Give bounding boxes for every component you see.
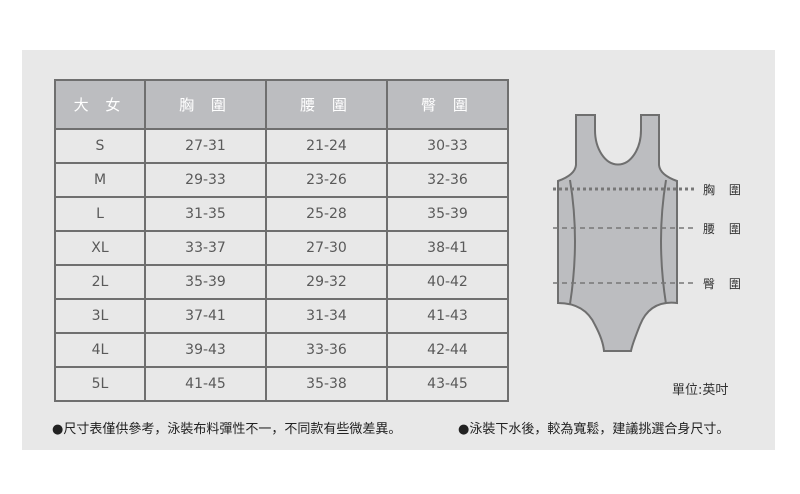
- table-cell: 31-35: [144, 196, 267, 232]
- table-cell: 3L: [54, 298, 146, 334]
- table-cell: 25-28: [265, 196, 388, 232]
- column-header: 胸 圍: [144, 79, 267, 130]
- table-cell: 29-32: [265, 264, 388, 300]
- table-cell: 5L: [54, 366, 146, 402]
- table-cell: 38-41: [386, 230, 509, 266]
- table-cell: 41-43: [386, 298, 509, 334]
- table-row: 5L 41-45 35-38 43-45: [54, 366, 509, 402]
- table-cell: 32-36: [386, 162, 509, 198]
- hip-label: 臀 圍: [703, 277, 746, 291]
- chest-label: 胸 圍: [703, 183, 746, 197]
- table-cell: 40-42: [386, 264, 509, 300]
- table-cell: 23-26: [265, 162, 388, 198]
- table-cell: 33-37: [144, 230, 267, 266]
- table-cell: 41-45: [144, 366, 267, 402]
- table-cell: 27-31: [144, 128, 267, 164]
- table-row: 4L 39-43 33-36 42-44: [54, 332, 509, 368]
- table-row: M 29-33 23-26 32-36: [54, 162, 509, 198]
- table-cell: 30-33: [386, 128, 509, 164]
- column-header: 大 女: [54, 79, 146, 130]
- table-cell: 35-39: [144, 264, 267, 300]
- table-cell: L: [54, 196, 146, 232]
- note-1: ●尺寸表僅供參考，泳裝布料彈性不一，不同款有些微差異。: [52, 422, 402, 437]
- table-row: S 27-31 21-24 30-33: [54, 128, 509, 164]
- table-cell: 2L: [54, 264, 146, 300]
- size-table: 大 女胸 圍腰 圍臀 圍 S 27-31 21-24 30-33 M 29-33 23-26…: [54, 79, 509, 402]
- table-cell: M: [54, 162, 146, 198]
- table-cell: 39-43: [144, 332, 267, 368]
- table-cell: 35-39: [386, 196, 509, 232]
- table-cell: 37-41: [144, 298, 267, 334]
- table-cell: 4L: [54, 332, 146, 368]
- table-row: XL 33-37 27-30 38-41: [54, 230, 509, 266]
- table-cell: 43-45: [386, 366, 509, 402]
- table-cell: 27-30: [265, 230, 388, 266]
- table-header: 大 女胸 圍腰 圍臀 圍: [54, 79, 509, 130]
- table-cell: 42-44: [386, 332, 509, 368]
- table-cell: XL: [54, 230, 146, 266]
- column-header: 腰 圍: [265, 79, 388, 130]
- table-cell: S: [54, 128, 146, 164]
- table-row: 3L 37-41 31-34 41-43: [54, 298, 509, 334]
- unit-label: 單位:英吋: [672, 383, 729, 398]
- table-cell: 35-38: [265, 366, 388, 402]
- table-cell: 29-33: [144, 162, 267, 198]
- table-row: L 31-35 25-28 35-39: [54, 196, 509, 232]
- table-cell: 31-34: [265, 298, 388, 334]
- table-row: 2L 35-39 29-32 40-42: [54, 264, 509, 300]
- note-2: ●泳裝下水後，較為寬鬆，建議挑選合身尺寸。: [458, 422, 730, 437]
- column-header: 臀 圍: [386, 79, 509, 130]
- table-cell: 33-36: [265, 332, 388, 368]
- table-cell: 21-24: [265, 128, 388, 164]
- waist-label: 腰 圍: [703, 222, 746, 236]
